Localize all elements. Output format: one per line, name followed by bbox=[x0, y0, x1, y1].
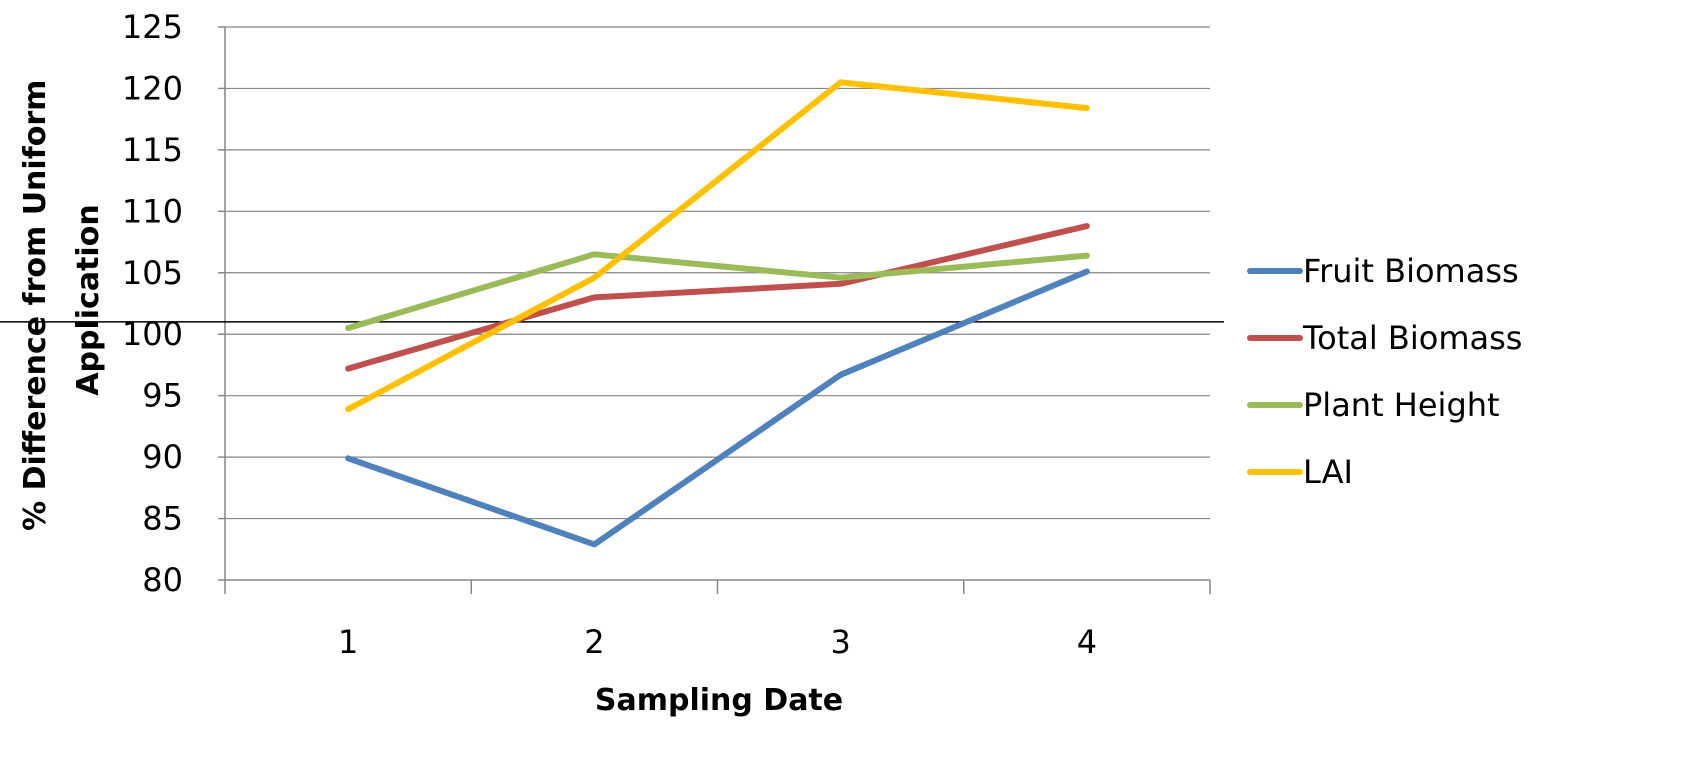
x-tick-label: 1 bbox=[338, 623, 358, 661]
y-tick-label: 90 bbox=[142, 438, 183, 476]
series-line-lai bbox=[345, 79, 1090, 413]
y-tick-label: 115 bbox=[122, 131, 183, 169]
legend-label-lai: LAI bbox=[1303, 453, 1353, 491]
y-tick-label: 100 bbox=[122, 315, 183, 353]
y-tick-label: 110 bbox=[122, 192, 183, 230]
y-axis-title-line-1: % Difference from Uniform bbox=[18, 80, 53, 531]
legend-label-fruit-biomass: Fruit Biomass bbox=[1303, 252, 1519, 290]
series-line-total-biomass bbox=[345, 223, 1090, 372]
x-tick-label: 4 bbox=[1077, 623, 1097, 661]
series-line-fruit-biomass bbox=[345, 268, 1090, 548]
x-tick-label: 2 bbox=[584, 623, 604, 661]
y-tick-label: 120 bbox=[122, 69, 183, 107]
axis-titles: Sampling Date % Difference from Uniform … bbox=[18, 69, 843, 718]
y-tick-label: 125 bbox=[122, 8, 183, 46]
y-axis-title-line-2: Application bbox=[71, 204, 106, 395]
y-tick-label: 95 bbox=[142, 377, 183, 415]
x-axis-title: Sampling Date bbox=[595, 683, 843, 718]
series-lines bbox=[345, 79, 1090, 548]
x-tick-label: 3 bbox=[830, 623, 850, 661]
y-tick-label: 85 bbox=[142, 500, 183, 538]
y-tick-label: 105 bbox=[122, 254, 183, 292]
legend-label-total-biomass: Total Biomass bbox=[1302, 319, 1522, 357]
series-line-plant-height bbox=[345, 251, 1090, 332]
y-tick-label: 80 bbox=[142, 561, 183, 599]
axes: 80 85 90 95 100 105 110 115 120 125 1 2 3 4 bbox=[0, 8, 1224, 661]
y-axis-title: % Difference from Uniform Application bbox=[18, 69, 106, 531]
legend-label-plant-height: Plant Height bbox=[1303, 386, 1500, 424]
legend: Fruit Biomass Total Biomass Plant Height LA… bbox=[1247, 252, 1522, 491]
gridlines bbox=[225, 26, 1210, 520]
